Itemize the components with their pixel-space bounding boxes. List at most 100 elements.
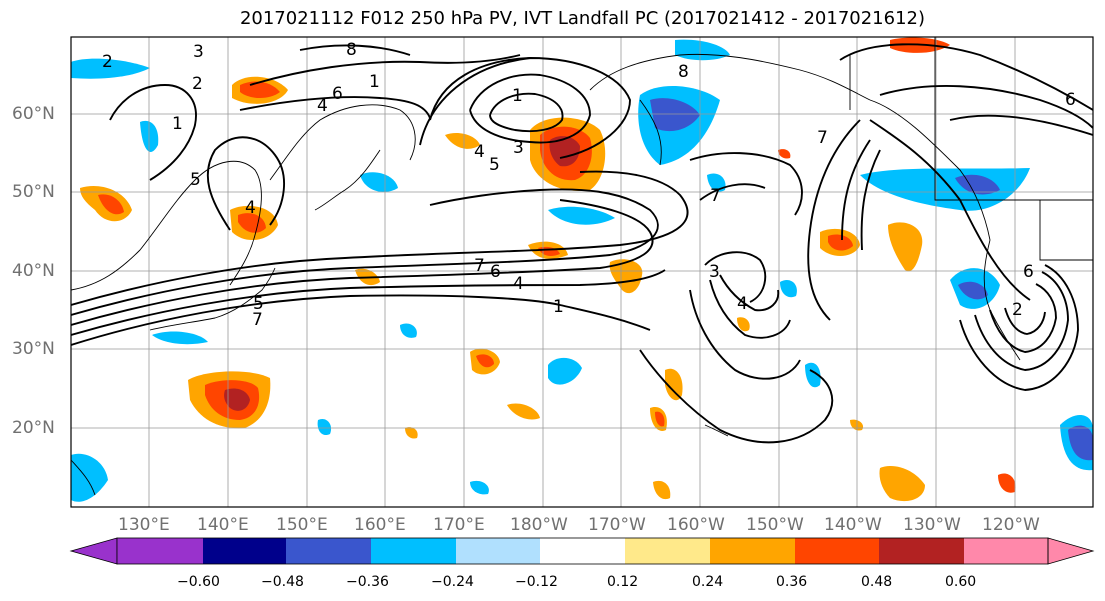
lon-label: 120°W bbox=[982, 515, 1040, 535]
negative-pv-area bbox=[780, 279, 797, 298]
colorbar-bin bbox=[625, 538, 710, 564]
negative-pv-area bbox=[650, 98, 700, 132]
lat-label-50n: 50°N bbox=[12, 182, 55, 202]
colorbar-bin bbox=[710, 538, 795, 564]
contour-label: 4 bbox=[513, 274, 524, 294]
lat-label-40n: 40°N bbox=[12, 261, 55, 281]
contour-label: 1 bbox=[172, 114, 183, 134]
negative-pv-area bbox=[400, 323, 417, 338]
positive-pv-area bbox=[240, 81, 280, 98]
map-background bbox=[71, 37, 1093, 507]
contour-label: 2 bbox=[1012, 300, 1023, 320]
positive-pv-area bbox=[476, 354, 494, 368]
lat-label-20n: 20°N bbox=[12, 418, 55, 438]
negative-pv-area bbox=[470, 480, 489, 495]
lon-label: 140°E bbox=[197, 515, 249, 535]
contour-label: 6 bbox=[1023, 262, 1034, 282]
positive-pv-area bbox=[737, 317, 750, 332]
colorbar-bin bbox=[203, 538, 286, 564]
contour-label: 3 bbox=[193, 42, 204, 62]
negative-pv-area bbox=[805, 362, 821, 388]
contour-label: 1 bbox=[369, 72, 380, 92]
contour-label: 5 bbox=[253, 294, 264, 314]
negative-pv-area bbox=[317, 418, 332, 436]
lon-label: 170°E bbox=[433, 515, 485, 535]
contour-label: 7 bbox=[710, 186, 721, 206]
colorbar-tick-label: 0.48 bbox=[861, 574, 893, 590]
contour-label: 7 bbox=[252, 310, 263, 330]
colorbar-bin bbox=[879, 538, 964, 564]
colorbar-tick-label: 0.36 bbox=[776, 574, 808, 590]
positive-pv-area bbox=[653, 480, 671, 500]
positive-pv-area bbox=[445, 133, 480, 149]
lon-label: 160°W bbox=[667, 515, 725, 535]
colorbar-extend-low bbox=[69, 537, 118, 565]
lon-label: 160°E bbox=[354, 515, 406, 535]
gridlines bbox=[71, 37, 1093, 507]
colorbar-tick-label: −0.36 bbox=[346, 574, 389, 590]
contour-label: 6 bbox=[332, 84, 343, 104]
negative-pv-area bbox=[360, 172, 398, 192]
negative-pv-area bbox=[152, 331, 208, 345]
negative-pv-area bbox=[548, 206, 615, 225]
negative-pv-area bbox=[71, 453, 108, 502]
contour-label: 4 bbox=[317, 96, 328, 116]
contour-label: 4 bbox=[245, 198, 256, 218]
contour-label: 5 bbox=[190, 170, 201, 190]
contour-label: 2 bbox=[102, 52, 113, 72]
lon-label: 150°E bbox=[276, 515, 328, 535]
colorbar-frame bbox=[116, 537, 1049, 565]
positive-pv-area bbox=[98, 194, 124, 215]
contour-label: 6 bbox=[1065, 90, 1076, 110]
colorbar bbox=[69, 537, 1095, 565]
colorbar-bin bbox=[964, 538, 1048, 564]
colorbar-tick-label: −0.60 bbox=[177, 574, 220, 590]
lon-label: 180°W bbox=[510, 515, 568, 535]
lon-label: 140°W bbox=[824, 515, 882, 535]
positive-pv-area bbox=[665, 368, 683, 401]
contour-label: 3 bbox=[513, 138, 524, 158]
contour-label: 7 bbox=[817, 128, 828, 148]
colorbar-bin bbox=[456, 538, 540, 564]
lon-label: 130°E bbox=[118, 515, 170, 535]
contour-label: 7 bbox=[474, 256, 485, 276]
colorbar-tick-label: 0.24 bbox=[692, 574, 724, 590]
positive-pv-area bbox=[998, 473, 1016, 493]
colorbar-bin bbox=[540, 538, 625, 564]
lon-label: 150°W bbox=[746, 515, 804, 535]
map-title: 2017021112 F012 250 hPa PV, IVT Landfall… bbox=[239, 8, 926, 29]
colorbar-tick-label: 0.12 bbox=[607, 574, 639, 590]
pv-contours bbox=[71, 43, 1093, 444]
negative-pv-area bbox=[548, 357, 582, 385]
colorbar-bin bbox=[117, 538, 203, 564]
map-border bbox=[70, 36, 1094, 508]
positive-pv-area bbox=[778, 149, 791, 159]
colorbar-tick-label: −0.24 bbox=[431, 574, 474, 590]
positive-pv-area bbox=[655, 411, 665, 427]
positive-pv-area bbox=[828, 234, 853, 251]
lon-label: 170°W bbox=[588, 515, 646, 535]
positive-pv-area bbox=[888, 222, 923, 272]
positive-pv-area bbox=[405, 427, 418, 439]
contour-label: 1 bbox=[553, 297, 564, 317]
positive-pv-area bbox=[879, 465, 925, 502]
contour-label: 8 bbox=[678, 62, 689, 82]
contour-label: 5 bbox=[489, 155, 500, 175]
lat-label-60n: 60°N bbox=[12, 104, 55, 124]
colorbar-extend-high bbox=[1047, 537, 1095, 565]
colorbar-tick-label: 0.60 bbox=[945, 574, 977, 590]
positive-pv-area bbox=[507, 403, 540, 420]
lon-label: 130°W bbox=[903, 515, 961, 535]
contour-label: 6 bbox=[490, 262, 501, 282]
positive-pv-area bbox=[609, 259, 643, 294]
negative-pv-area bbox=[707, 173, 726, 192]
contour-label: 8 bbox=[346, 40, 357, 60]
colorbar-bin bbox=[795, 538, 879, 564]
colorbar-bin bbox=[371, 538, 456, 564]
positive-pv-area bbox=[549, 136, 580, 167]
negative-pv-area bbox=[1068, 425, 1093, 461]
colorbar-bin bbox=[286, 538, 371, 564]
lat-label-30n: 30°N bbox=[12, 339, 55, 359]
contour-label: 4 bbox=[474, 142, 485, 162]
